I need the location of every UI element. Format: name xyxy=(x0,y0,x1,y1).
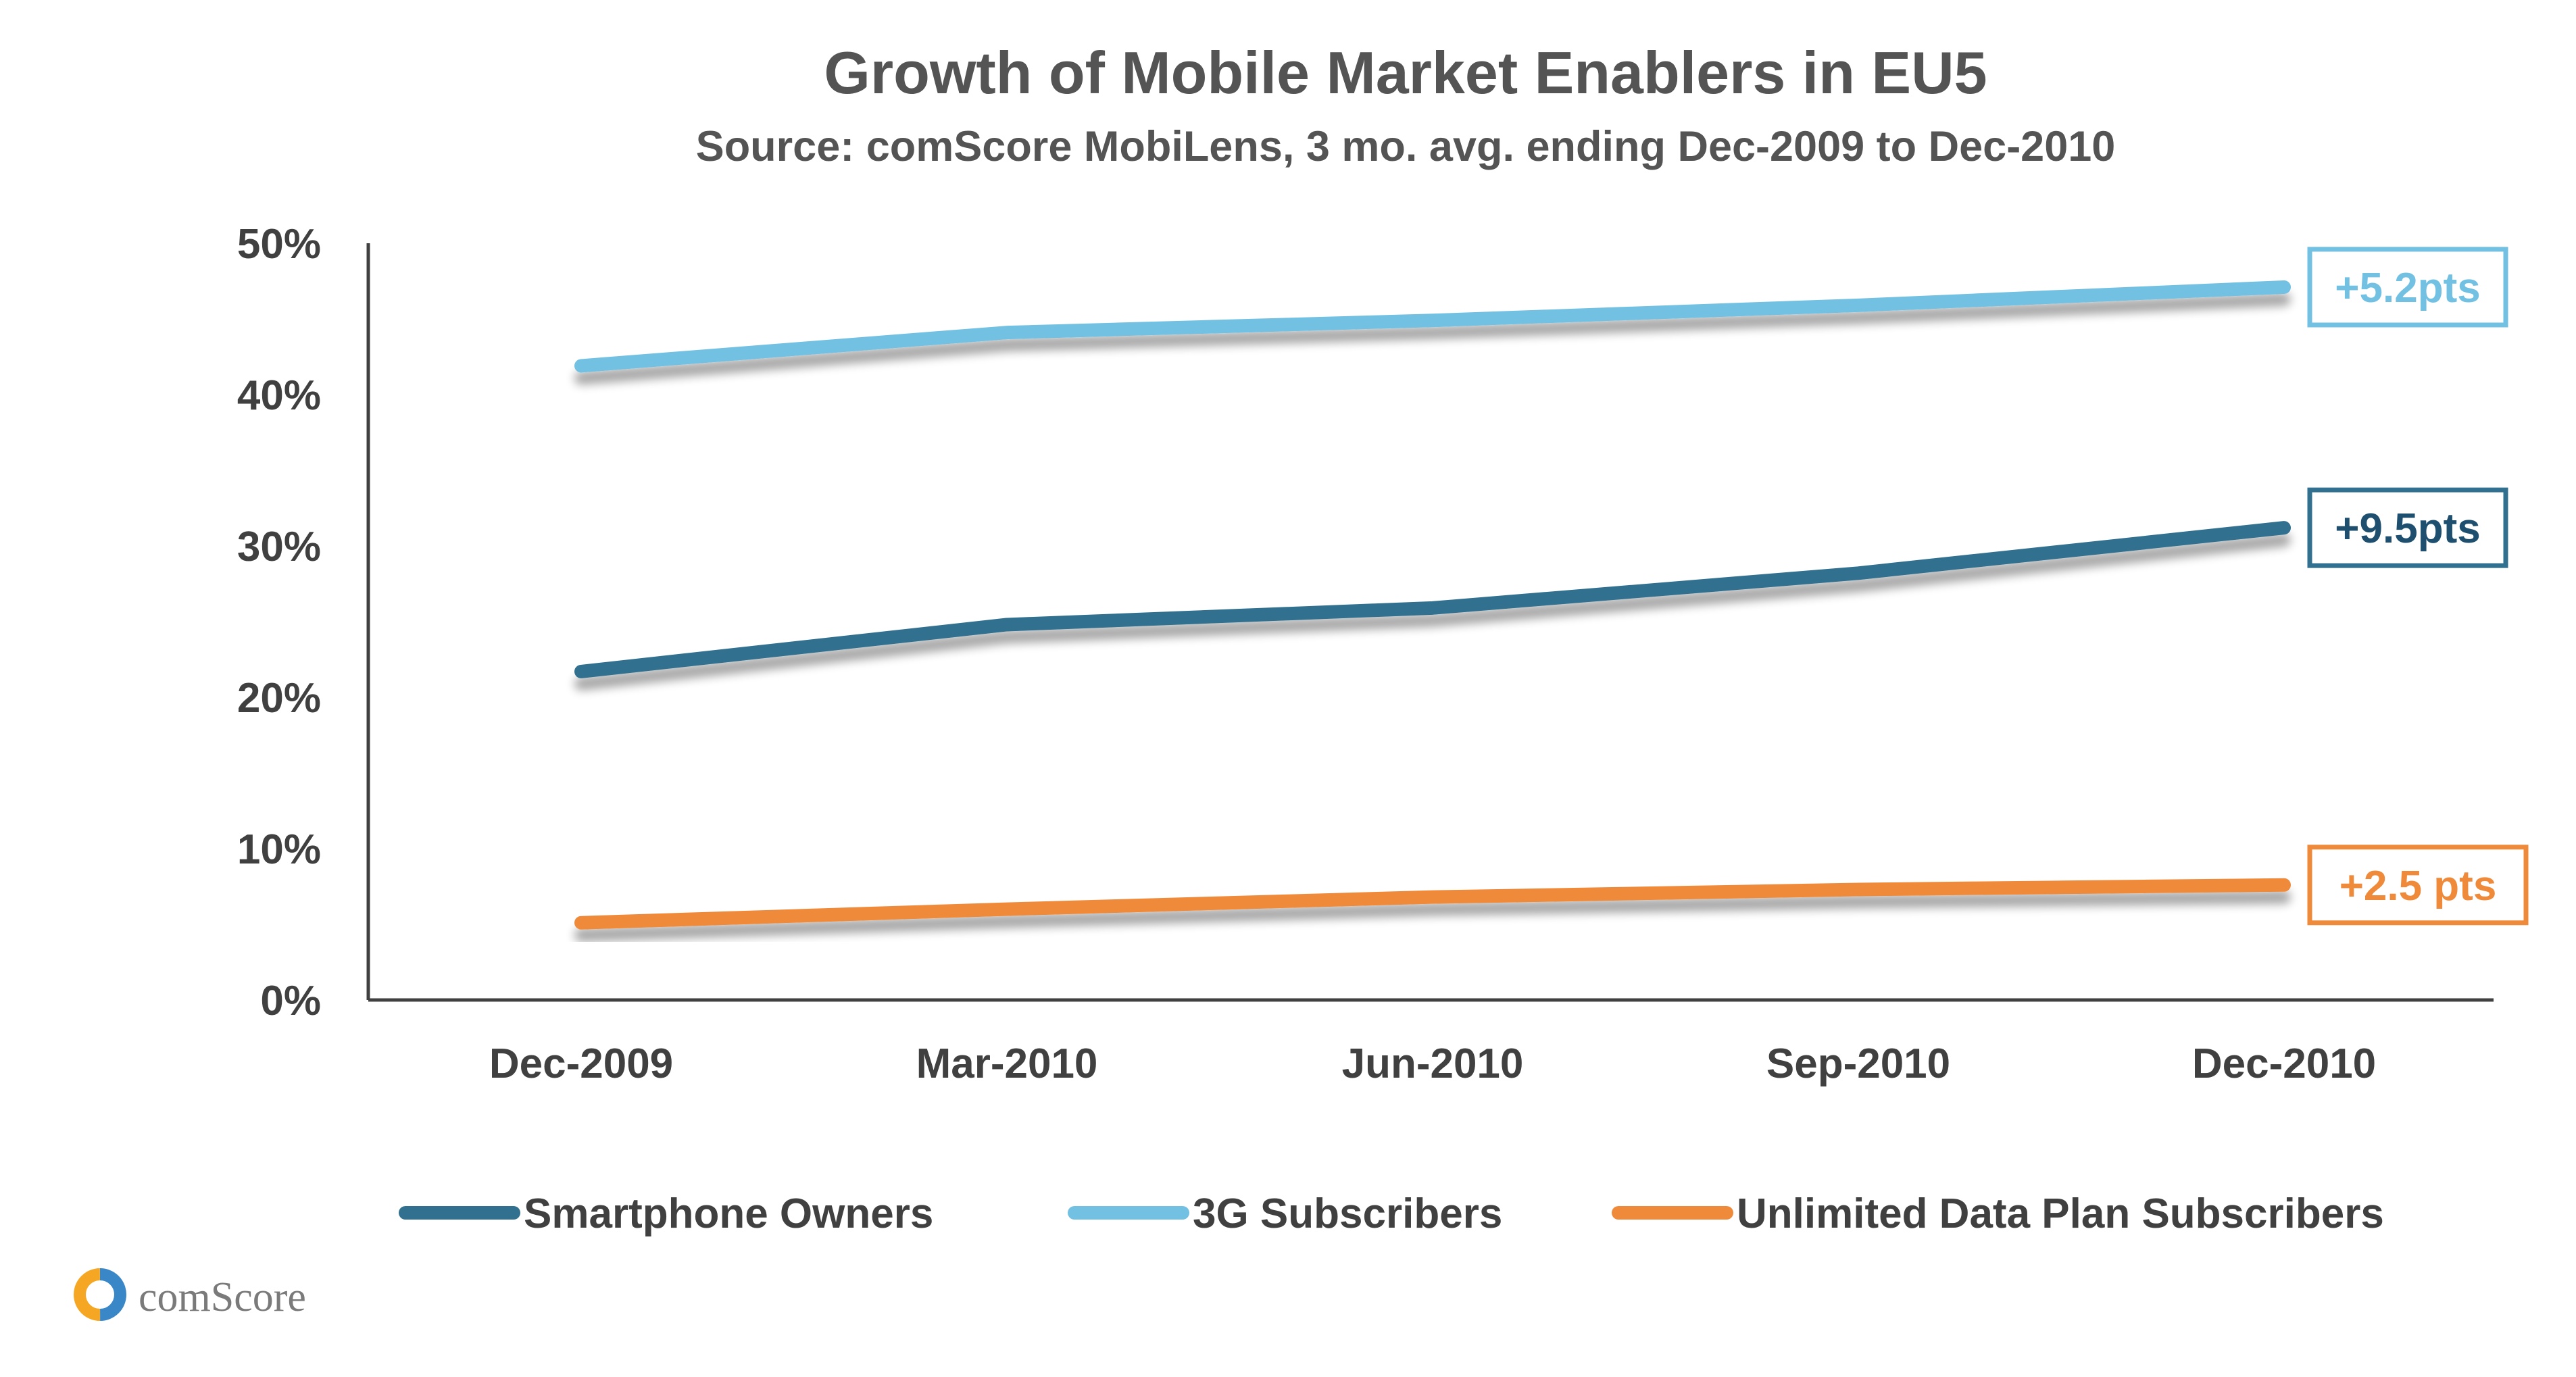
chart-subtitle: Source: comScore MobiLens, 3 mo. avg. en… xyxy=(696,123,2116,170)
annotation-box xyxy=(2307,247,2508,328)
annotation-box xyxy=(2307,845,2529,926)
series-lines xyxy=(574,280,2291,930)
legend-item: Smartphone Owners xyxy=(399,1191,933,1237)
x-axis-ticks: Dec-2009 Mar-2010 Jun-2010 Sep-2010 Dec-2010 xyxy=(489,1041,2376,1087)
series-line xyxy=(574,280,2291,373)
series-line xyxy=(574,521,2291,678)
annotation-box xyxy=(2307,487,2508,568)
series-annotation: +9.5pts xyxy=(2307,487,2508,568)
y-tick-label: 10% xyxy=(237,826,321,873)
x-tick-label: Dec-2009 xyxy=(489,1041,673,1087)
x-tick-label: Jun-2010 xyxy=(1342,1041,1524,1087)
legend-label: Smartphone Owners xyxy=(524,1191,933,1237)
y-tick-label: 30% xyxy=(237,524,321,570)
series-annotation: +5.2pts xyxy=(2307,247,2508,328)
chart-title: Growth of Mobile Market Enablers in EU5 xyxy=(824,39,1987,106)
comscore-logo: comScore xyxy=(74,1268,306,1321)
y-tick-label: 50% xyxy=(237,221,321,268)
x-tick-label: Mar-2010 xyxy=(916,1041,1098,1087)
annotation-label: +2.5 pts xyxy=(2339,863,2497,909)
legend-item: Unlimited Data Plan Subscribers xyxy=(1612,1191,2384,1237)
series-annotations: +9.5pts +5.2pts +2.5 pts xyxy=(2307,247,2529,926)
series-annotation: +2.5 pts xyxy=(2307,845,2529,926)
legend: Smartphone Owners 3G Subscribers Unlimited… xyxy=(399,1191,2384,1237)
annotation-label: +9.5pts xyxy=(2335,505,2480,552)
axes xyxy=(366,243,2494,1002)
y-tick-label: 0% xyxy=(260,978,321,1024)
comscore-logo-text: comScore xyxy=(139,1274,306,1320)
legend-item: 3G Subscribers xyxy=(1068,1191,1502,1237)
y-tick-label: 20% xyxy=(237,675,321,722)
x-tick-label: Dec-2010 xyxy=(2192,1041,2376,1087)
comscore-logo-icon xyxy=(74,1268,126,1321)
y-axis-ticks: 0% 10% 20% 30% 40% 50% xyxy=(237,221,321,1024)
annotation-label: +5.2pts xyxy=(2335,265,2480,311)
y-tick-label: 40% xyxy=(237,372,321,419)
legend-label: 3G Subscribers xyxy=(1193,1191,1502,1237)
series-line xyxy=(574,878,2291,930)
x-tick-label: Sep-2010 xyxy=(1766,1041,1950,1087)
legend-label: Unlimited Data Plan Subscribers xyxy=(1737,1191,2384,1237)
